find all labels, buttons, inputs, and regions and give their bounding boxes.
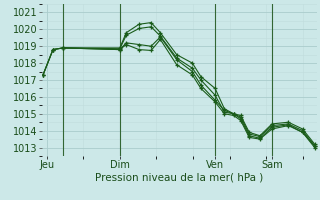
- X-axis label: Pression niveau de la mer( hPa ): Pression niveau de la mer( hPa ): [95, 173, 263, 183]
